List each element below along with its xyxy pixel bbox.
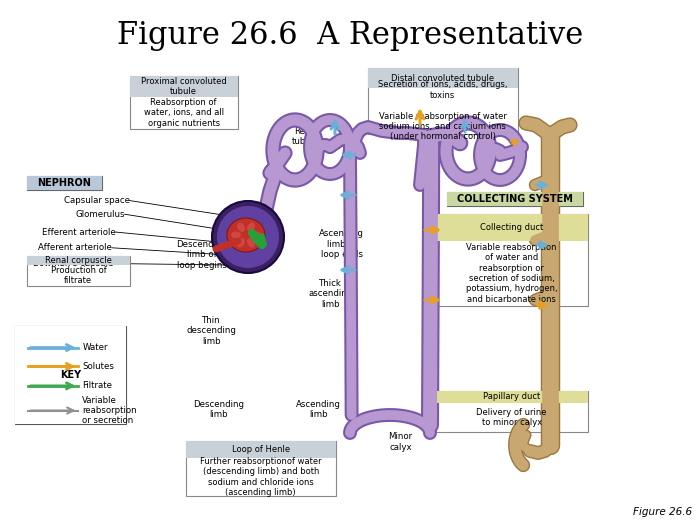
FancyBboxPatch shape <box>186 441 336 496</box>
Circle shape <box>217 206 279 268</box>
FancyBboxPatch shape <box>368 68 518 134</box>
Text: Ascending
limb: Ascending limb <box>296 400 341 419</box>
FancyBboxPatch shape <box>186 441 336 457</box>
FancyBboxPatch shape <box>27 176 102 190</box>
Text: Production of
filtrate: Production of filtrate <box>50 266 106 285</box>
Text: Loop of Henle: Loop of Henle <box>232 445 290 454</box>
Text: COLLECTING SYSTEM: COLLECTING SYSTEM <box>457 194 573 204</box>
Ellipse shape <box>237 238 245 247</box>
Circle shape <box>212 201 284 273</box>
Text: Filtrate: Filtrate <box>83 381 113 391</box>
Text: Figure 26.6: Figure 26.6 <box>633 507 692 517</box>
Text: Minor
calyx: Minor calyx <box>389 433 412 452</box>
Text: Distal convoluted tubule: Distal convoluted tubule <box>391 74 494 82</box>
FancyBboxPatch shape <box>447 192 583 206</box>
Text: Water: Water <box>83 343 108 352</box>
FancyBboxPatch shape <box>15 326 126 424</box>
Text: Papillary duct: Papillary duct <box>483 392 540 401</box>
Text: Proximal convoluted
tubule: Proximal convoluted tubule <box>141 77 227 96</box>
FancyBboxPatch shape <box>130 76 238 97</box>
Text: KEY: KEY <box>60 370 81 380</box>
Text: Renal
tubule: Renal tubule <box>292 127 320 146</box>
FancyBboxPatch shape <box>435 391 588 432</box>
Text: Descending
limb: Descending limb <box>193 400 244 419</box>
Text: Bowman's capsule: Bowman's capsule <box>33 259 113 268</box>
Text: Ascending
limb of
loop ends: Ascending limb of loop ends <box>319 229 364 259</box>
Ellipse shape <box>247 223 255 232</box>
Ellipse shape <box>227 218 265 252</box>
Text: Further reabsorptionof water
(descending limb) and both
sodium and chloride ions: Further reabsorptionof water (descending… <box>200 457 321 497</box>
Text: Renal corpuscle: Renal corpuscle <box>45 256 112 265</box>
FancyBboxPatch shape <box>130 76 238 129</box>
FancyBboxPatch shape <box>15 326 126 424</box>
FancyBboxPatch shape <box>27 256 130 265</box>
Text: Glomerulus: Glomerulus <box>75 209 125 219</box>
Text: Solutes: Solutes <box>83 362 114 371</box>
Ellipse shape <box>237 223 245 232</box>
Text: Afferent arteriole: Afferent arteriole <box>38 243 112 253</box>
Text: Descending
limb of
loop begins: Descending limb of loop begins <box>176 240 227 269</box>
FancyBboxPatch shape <box>435 214 588 242</box>
Text: Reabsorption of
water, ions, and all
organic nutrients: Reabsorption of water, ions, and all org… <box>144 98 224 128</box>
FancyBboxPatch shape <box>447 192 583 206</box>
Text: Thin
descending
limb: Thin descending limb <box>186 316 237 345</box>
Ellipse shape <box>247 238 255 247</box>
Text: Variable reabsorption
of water and
reabsorption or
secretion of sodium,
potassiu: Variable reabsorption of water and reabs… <box>466 243 557 304</box>
Text: Collecting duct: Collecting duct <box>480 223 543 232</box>
FancyBboxPatch shape <box>435 214 588 306</box>
Text: Variable
reabsorption
or secretion: Variable reabsorption or secretion <box>83 396 137 425</box>
FancyBboxPatch shape <box>435 391 588 403</box>
Ellipse shape <box>231 232 241 238</box>
FancyBboxPatch shape <box>368 68 518 88</box>
Text: Secretion of ions, acids, drugs,
toxins

Variable reabsorption of water
sodium i: Secretion of ions, acids, drugs, toxins … <box>378 80 508 141</box>
Text: Delivery of urine
to minor calyx: Delivery of urine to minor calyx <box>477 407 547 427</box>
FancyBboxPatch shape <box>27 176 102 190</box>
Text: Efferent arteriole: Efferent arteriole <box>42 227 116 237</box>
Text: NEPHRON: NEPHRON <box>38 178 91 188</box>
Text: Capsular space: Capsular space <box>64 196 130 205</box>
Ellipse shape <box>251 232 261 238</box>
FancyBboxPatch shape <box>27 256 130 286</box>
Text: Thick
ascending
limb: Thick ascending limb <box>308 279 353 309</box>
Text: Figure 26.6  A Representative: Figure 26.6 A Representative <box>117 20 583 51</box>
